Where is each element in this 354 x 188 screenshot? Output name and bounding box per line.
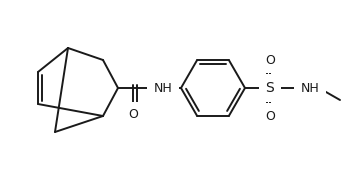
Text: S: S bbox=[266, 81, 274, 95]
Text: O: O bbox=[128, 108, 138, 121]
Text: O: O bbox=[265, 109, 275, 123]
Text: O: O bbox=[265, 54, 275, 67]
Text: NH: NH bbox=[301, 82, 319, 95]
Text: NH: NH bbox=[154, 82, 172, 95]
